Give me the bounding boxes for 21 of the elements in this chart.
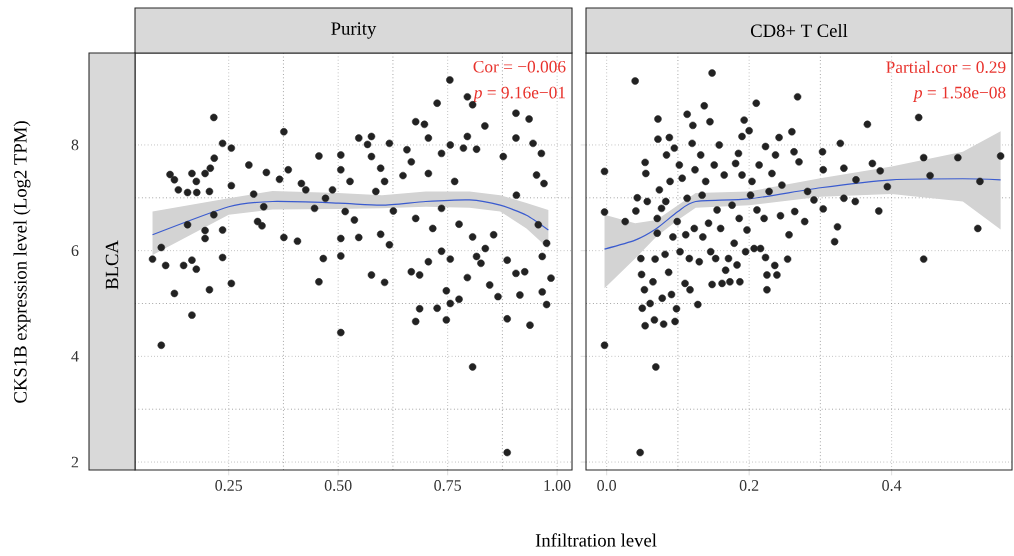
x-tick-label: 0.4 [882, 480, 902, 491]
x-axis-title: Infiltration level [535, 533, 657, 547]
x-tick-label: 0.75 [434, 480, 462, 491]
y-tick-label: 4 [71, 351, 79, 362]
text: BLCA [105, 240, 119, 290]
x-tick-label: 1.00 [544, 480, 571, 491]
annotation: Partial.cor = 0.29 [886, 60, 1006, 74]
annotation: p = 9.16e−01 [472, 86, 565, 102]
annotation: p = 1.58e−08 [912, 86, 1006, 102]
annotation: Cor = −0.006 [473, 60, 566, 73]
x-tick-label: 0.2 [739, 480, 759, 491]
x-tick-label: 0.0 [597, 480, 617, 491]
x-tick-label: 0.50 [324, 480, 352, 491]
y-tick-label: 6 [71, 245, 79, 257]
chart-title: CD8+ T Cell [750, 23, 848, 38]
chart-title: Purity [331, 22, 377, 39]
y-tick-label: 8 [71, 139, 79, 151]
y-tick-label: 2 [71, 456, 79, 468]
x-tick-label: 0.25 [215, 480, 243, 491]
y-axis-title: CKS1B expression level (Log2 TPM) [13, 121, 31, 403]
line-series [151, 199, 549, 236]
